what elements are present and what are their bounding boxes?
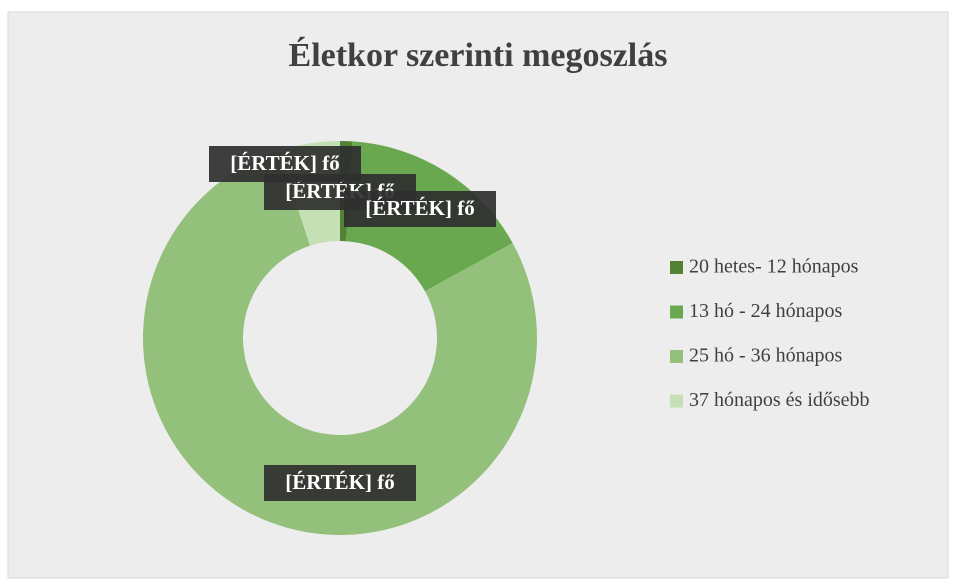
- legend-swatch: [670, 261, 683, 274]
- legend-label: 25 hó - 36 hónapos: [689, 345, 843, 367]
- data-label-box: [209, 146, 361, 182]
- data-label-box: [264, 465, 416, 501]
- legend-label: 20 hetes- 12 hónapos: [689, 256, 859, 278]
- legend-label: 37 hónapos és idősebb: [689, 389, 870, 411]
- data-label-text: [ÉRTÉK] fő: [230, 151, 340, 175]
- data-label: [ÉRTÉK] fő: [344, 191, 496, 227]
- legend-swatch: [670, 394, 683, 408]
- legend-label: 13 hó - 24 hónapos: [689, 300, 843, 322]
- legend-swatch: [670, 305, 683, 319]
- data-label: [ÉRTÉK] fő: [209, 146, 361, 182]
- legend-swatch: [670, 350, 683, 363]
- data-label-text: [ÉRTÉK] fő: [285, 470, 395, 494]
- data-label-box: [344, 191, 496, 227]
- data-label-text: [ÉRTÉK] fő: [365, 196, 475, 220]
- data-label: [ÉRTÉK] fő: [264, 465, 416, 501]
- donut-segment: [143, 150, 538, 536]
- chart-title: Életkor szerinti megoszlás: [289, 37, 668, 74]
